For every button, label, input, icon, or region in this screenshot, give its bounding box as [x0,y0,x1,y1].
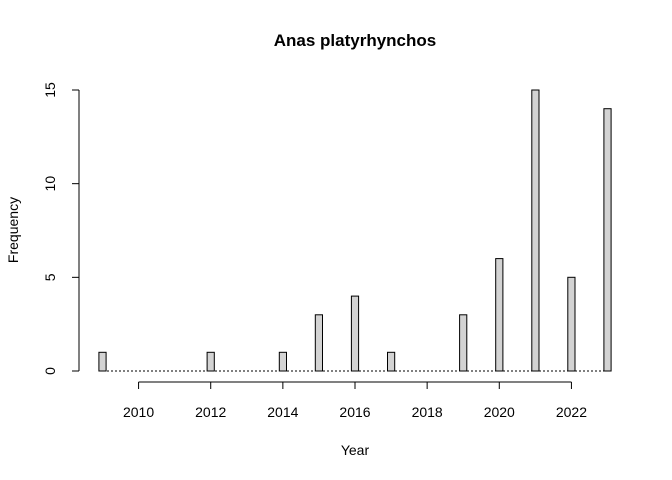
bar-2022 [567,276,576,372]
x-axis: 2010 2012 2014 2016 2018 2020 2022 [123,381,587,420]
bar-2020 [495,258,504,372]
x-tick-label-2022: 2022 [556,404,587,420]
x-tick-label-2014: 2014 [267,404,298,420]
x-tick-label-2012: 2012 [195,404,226,420]
x-tick-label-2016: 2016 [339,404,370,420]
bar-2014 [278,351,287,372]
x-tick-label-2010: 2010 [123,404,154,420]
y-tick-label-10: 10 [42,176,58,192]
x-tick-label-2020: 2020 [484,404,515,420]
bar-2015 [314,314,323,372]
bar-2021 [531,89,540,372]
y-tick-label-15: 15 [42,82,58,98]
bar-2012 [206,351,215,372]
bar-2017 [387,351,396,372]
bar-2016 [350,295,360,372]
bars-group [98,89,612,372]
bar-2023 [603,108,612,372]
y-tick-label-0: 0 [42,367,58,375]
bar-2009 [98,351,107,372]
x-tick-label-2018: 2018 [412,404,443,420]
y-tick-label-5: 5 [42,273,58,281]
chart-title: Anas platyrhynchos [274,31,437,50]
y-axis-label: Frequency [5,197,21,263]
x-axis-label: Year [341,442,370,458]
y-axis: 0 5 10 15 [42,82,80,375]
bar-2019 [459,314,468,372]
